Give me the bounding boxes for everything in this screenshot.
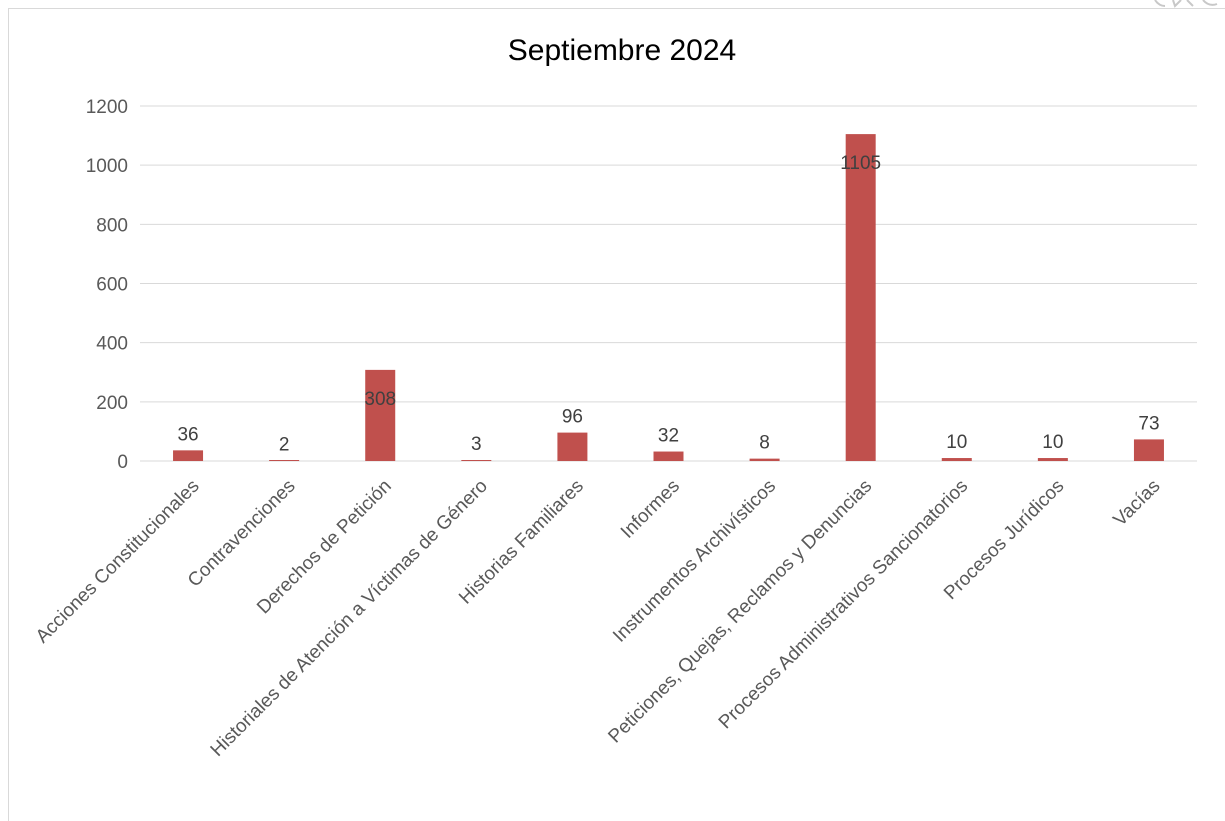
y-tick-label-0: 0 xyxy=(117,452,128,473)
bar-6 xyxy=(749,458,780,461)
data-label-3: 3 xyxy=(471,434,482,455)
x-axis-tick-labels: Acciones ConstitucionalesContravenciones… xyxy=(32,476,1165,761)
data-label-7: 1105 xyxy=(840,153,881,174)
bar-3 xyxy=(461,460,492,461)
bar-2 xyxy=(365,369,396,461)
bar-10 xyxy=(1133,439,1164,461)
corner-logo-fragment xyxy=(1154,0,1218,8)
bar-9 xyxy=(1037,458,1068,461)
data-label-0: 36 xyxy=(177,424,198,445)
y-tick-label-800: 800 xyxy=(96,215,128,236)
x-tick-label-10: Vacías xyxy=(1110,476,1165,531)
data-label-4: 96 xyxy=(562,407,583,428)
data-label-6: 8 xyxy=(759,433,770,454)
bar-4 xyxy=(557,432,588,461)
x-tick-label-6: Instrumentos Archivísticos xyxy=(609,476,780,647)
y-tick-label-1000: 1000 xyxy=(86,156,128,177)
data-label-1: 2 xyxy=(279,434,290,455)
y-tick-label-600: 600 xyxy=(96,275,128,296)
x-tick-label-5: Informes xyxy=(617,476,684,543)
y-axis-tick-labels: 0 200 400 600 800 1000 1200 xyxy=(86,97,128,473)
bar-1 xyxy=(269,460,300,461)
chart-frame xyxy=(8,8,1225,821)
data-label-2: 308 xyxy=(364,389,396,410)
gridlines xyxy=(140,105,1197,462)
bar-5 xyxy=(653,451,684,461)
data-label-9: 10 xyxy=(1042,432,1063,453)
data-labels: 36 2 308 3 96 32 8 1105 10 10 73 xyxy=(177,153,1159,455)
y-tick-label-400: 400 xyxy=(96,334,128,355)
y-tick-label-1200: 1200 xyxy=(86,97,128,118)
data-label-5: 32 xyxy=(658,426,679,447)
bar-0 xyxy=(173,450,204,461)
bar-8 xyxy=(941,458,972,461)
y-tick-label-200: 200 xyxy=(96,393,128,414)
x-tick-label-0: Acciones Constitucionales xyxy=(32,476,204,648)
chart-title: Septiembre 2024 xyxy=(508,34,737,67)
bars xyxy=(173,134,1164,461)
bar-7 xyxy=(845,134,876,461)
data-label-10: 73 xyxy=(1138,413,1159,434)
data-label-8: 10 xyxy=(946,432,967,453)
